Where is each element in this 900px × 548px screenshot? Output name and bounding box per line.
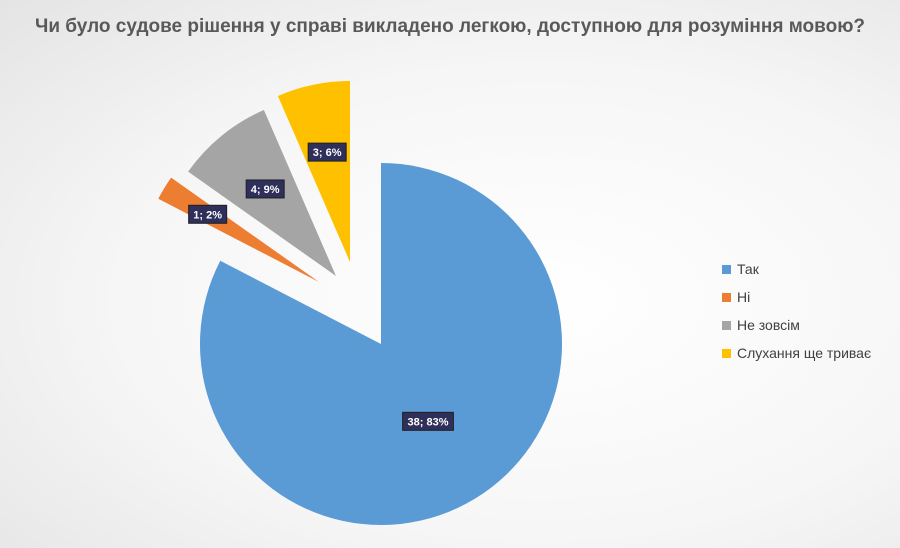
legend-item: Не зовсім bbox=[722, 311, 871, 339]
svg-text:38; 83%: 38; 83% bbox=[408, 416, 449, 428]
legend-swatch bbox=[722, 264, 731, 274]
svg-text:4; 9%: 4; 9% bbox=[251, 184, 280, 196]
data-label-0: 38; 83% bbox=[402, 411, 454, 431]
legend-label: Ні bbox=[737, 289, 751, 305]
legend-item: Так bbox=[722, 255, 871, 283]
data-label-3: 3; 6% bbox=[307, 142, 347, 162]
data-label-1: 1; 2% bbox=[188, 204, 228, 224]
svg-text:1; 2%: 1; 2% bbox=[193, 209, 222, 221]
pie-slice-1 bbox=[158, 177, 319, 282]
pie-slice-3 bbox=[277, 81, 350, 262]
legend-swatch bbox=[722, 320, 731, 330]
legend-label: Так bbox=[737, 261, 759, 277]
data-label-2: 4; 9% bbox=[245, 179, 285, 199]
legend-swatch bbox=[722, 292, 731, 302]
legend-item: Слухання ще триває bbox=[722, 339, 871, 367]
legend-swatch bbox=[722, 348, 731, 358]
chart-title: Чи було судове рішення у справі викладен… bbox=[34, 16, 866, 37]
legend-item: Ні bbox=[722, 283, 871, 311]
legend-label: Слухання ще триває bbox=[737, 345, 872, 361]
pie-slice-0 bbox=[200, 163, 563, 525]
legend: Так Ні Не зовсім Слухання ще триває bbox=[722, 255, 871, 367]
legend-label: Не зовсім bbox=[737, 317, 800, 333]
svg-text:3; 6%: 3; 6% bbox=[313, 147, 342, 159]
